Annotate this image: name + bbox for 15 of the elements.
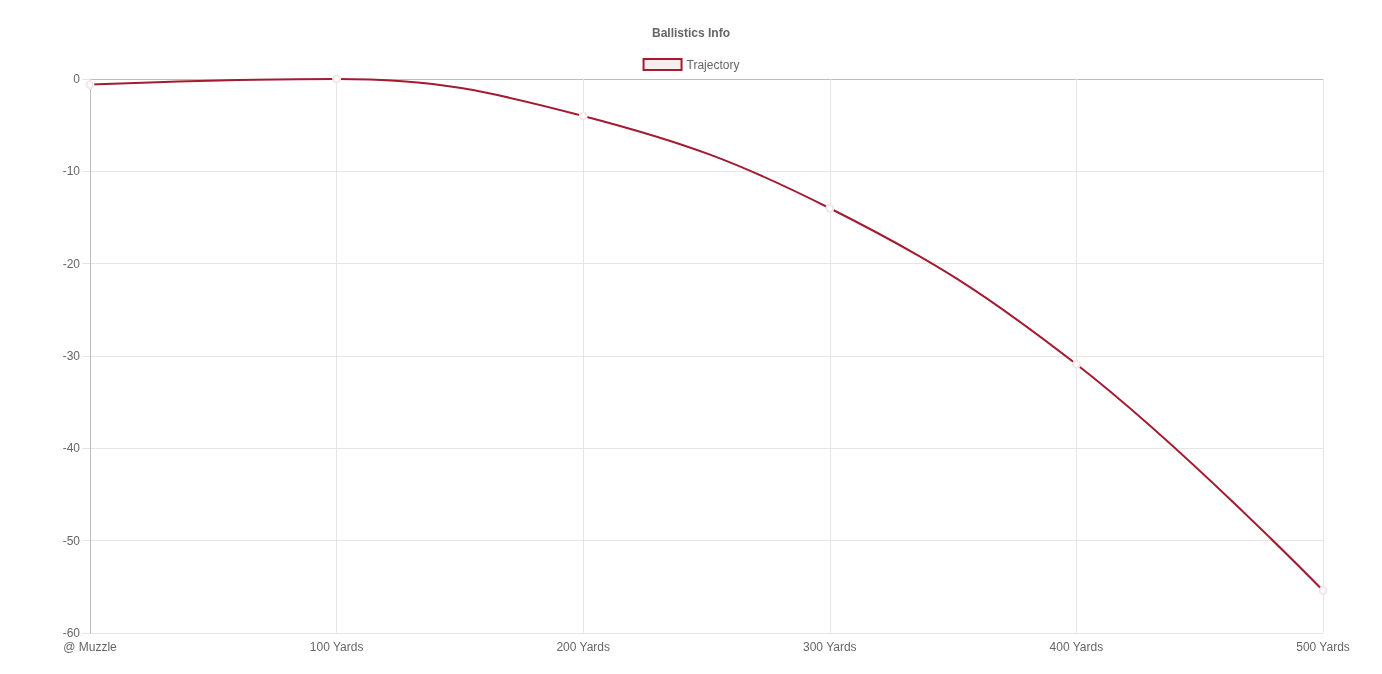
legend-label: Trajectory: [686, 57, 740, 72]
y-tick-label: -30: [62, 349, 81, 363]
y-tick-label: -40: [62, 441, 81, 456]
x-tick-label: 400 Yards: [1049, 640, 1104, 654]
x-tick-label: 300 Yards: [803, 640, 857, 654]
chart-title: Ballistics Info: [651, 26, 731, 40]
y-tick-label: -10: [62, 164, 81, 179]
y-tick-label: -60: [62, 626, 81, 640]
y-tick-label: -20: [62, 256, 81, 271]
x-tick-label: @ Muzzle: [63, 640, 118, 654]
x-tick-label: 200 Yards: [556, 640, 610, 654]
y-tick-label: -50: [62, 533, 81, 548]
x-tick-label: 100 Yards: [309, 640, 364, 654]
x-tick-label: 500 Yards: [1296, 640, 1350, 654]
y-tick-label: 0: [73, 72, 81, 86]
